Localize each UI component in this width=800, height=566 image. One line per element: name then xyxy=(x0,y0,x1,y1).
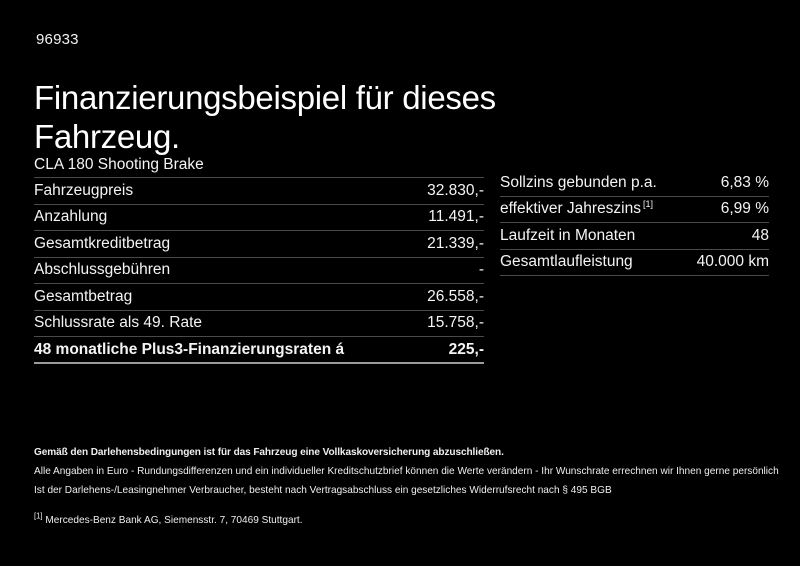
monthly-rate-value: 225,- xyxy=(448,340,484,358)
footnote-marker-icon: [1] xyxy=(643,199,654,210)
row-label: Gesamtkreditbetrag xyxy=(34,234,171,252)
vehicle-model-row: CLA 180 Shooting Brake xyxy=(34,153,484,178)
row-value: 40.000 km xyxy=(696,253,769,271)
footnotes-block: Gemäß den Darlehensbedingungen ist für d… xyxy=(34,443,779,530)
table-row: Sollzins gebunden p.a. 6,83 % xyxy=(500,170,769,197)
row-value: 15.758,- xyxy=(427,314,484,332)
row-value: 32.830,- xyxy=(427,181,484,199)
row-value: - xyxy=(478,261,484,279)
row-value: 6,83 % xyxy=(720,173,769,191)
footnote-currency-notice: Alle Angaben in Euro - Rundungsdifferenz… xyxy=(34,465,779,477)
table-row: Schlussrate als 49. Rate 15.758,- xyxy=(34,311,484,337)
monthly-rate-label: 48 monatliche Plus3-Finanzierungsraten á xyxy=(34,340,345,358)
finance-table-left: CLA 180 Shooting Brake Fahrzeugpreis 32.… xyxy=(34,153,484,364)
row-value: 26.558,- xyxy=(427,287,484,305)
table-row: Gesamtbetrag 26.558,- xyxy=(34,284,484,311)
row-label: Fahrzeugpreis xyxy=(34,181,134,199)
vehicle-model-label: CLA 180 Shooting Brake xyxy=(34,156,204,173)
row-label: Abschlussgebühren xyxy=(34,261,171,279)
reference-number: 96933 xyxy=(36,31,79,48)
table-row: Fahrzeugpreis 32.830,- xyxy=(34,178,484,205)
row-label: Schlussrate als 49. Rate xyxy=(34,314,203,332)
row-value: 21.339,- xyxy=(427,234,484,252)
row-label: Laufzeit in Monaten xyxy=(500,226,636,244)
footnote-marker-icon: [1] xyxy=(34,511,43,521)
row-value: 6,99 % xyxy=(720,200,769,218)
table-row: Laufzeit in Monaten 48 xyxy=(500,223,769,250)
table-row: Gesamtkreditbetrag 21.339,- xyxy=(34,231,484,258)
page-title: Finanzierungsbeispiel für dieses Fahrzeu… xyxy=(34,79,496,156)
footnote-withdrawal-notice: Ist der Darlehens-/Leasingnehmer Verbrau… xyxy=(34,484,612,496)
row-label: Gesamtbetrag xyxy=(34,287,133,305)
footnote-insurance-notice: Gemäß den Darlehensbedingungen ist für d… xyxy=(34,446,504,458)
row-label: Sollzins gebunden p.a. xyxy=(500,173,657,191)
table-row: Abschlussgebühren - xyxy=(34,258,484,284)
row-value: 48 xyxy=(751,226,769,244)
bank-address-text: Mercedes-Benz Bank AG, Siemensstr. 7, 70… xyxy=(45,514,303,526)
footnote-bank-address: [1] Mercedes-Benz Bank AG, Siemensstr. 7… xyxy=(34,511,744,530)
row-label: Anzahlung xyxy=(34,208,108,226)
table-row: effektiver Jahreszins [1] 6,99 % xyxy=(500,197,769,223)
row-label: Gesamtlaufleistung xyxy=(500,253,633,271)
finance-table-right: Sollzins gebunden p.a. 6,83 % effektiver… xyxy=(500,170,769,276)
table-row: Anzahlung 11.491,- xyxy=(34,205,484,231)
row-value: 11.491,- xyxy=(428,208,484,226)
table-row: Gesamtlaufleistung 40.000 km xyxy=(500,250,769,276)
row-label: effektiver Jahreszins [1] xyxy=(500,199,654,218)
monthly-rate-row: 48 monatliche Plus3-Finanzierungsraten á… xyxy=(34,337,484,364)
